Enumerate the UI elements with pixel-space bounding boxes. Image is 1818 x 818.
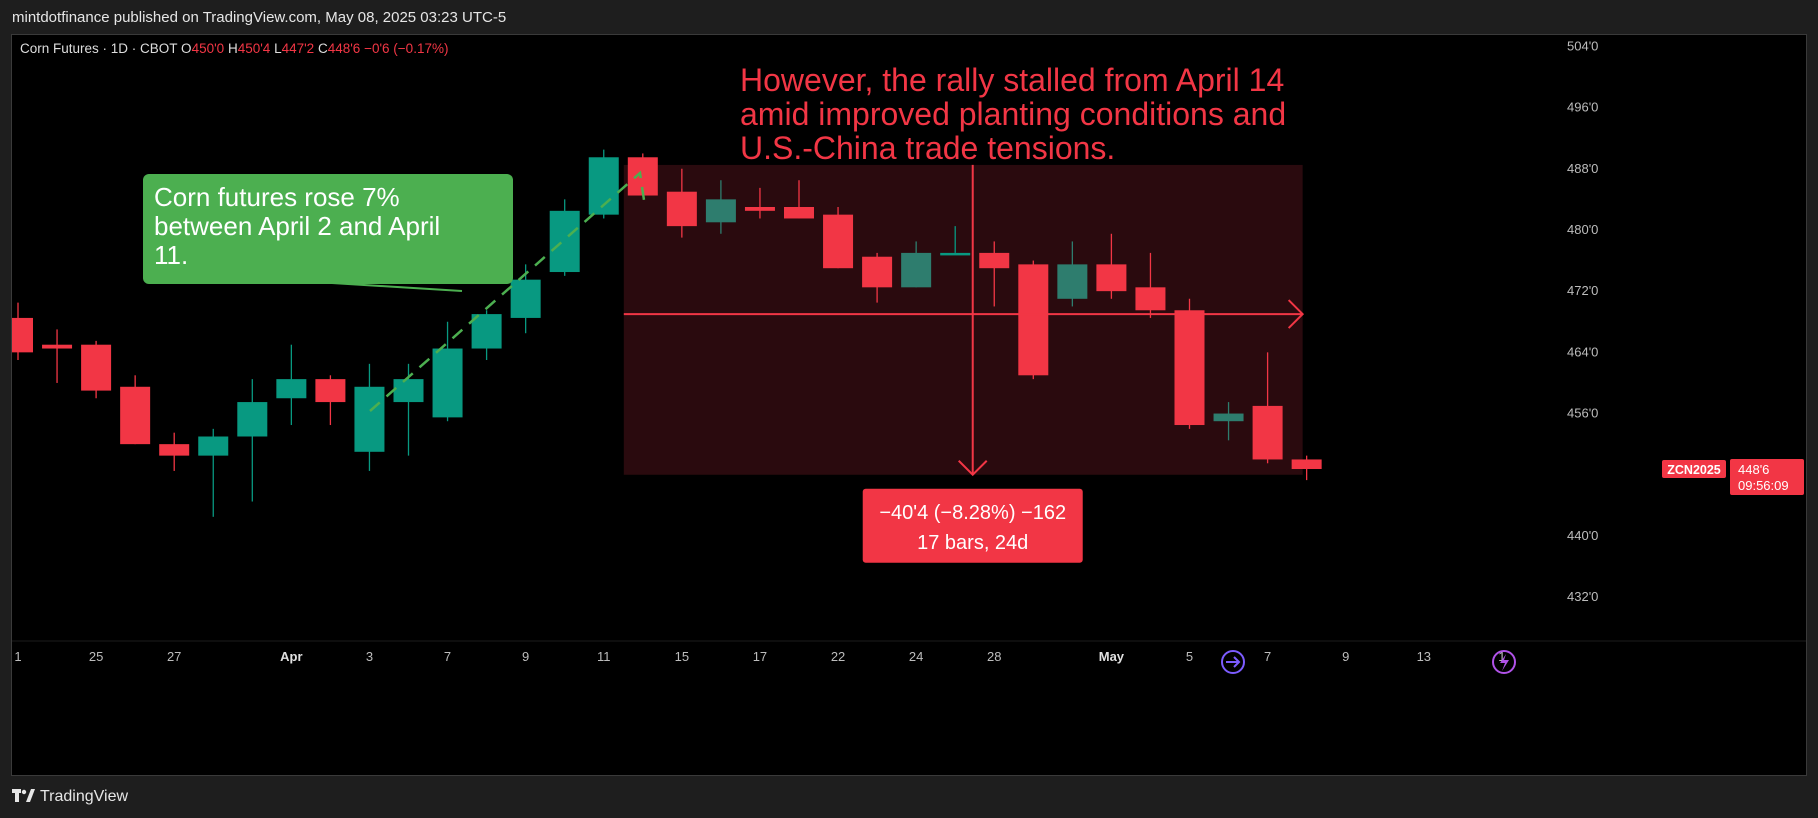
- measure-bars-text: 17 bars, 24d: [917, 532, 1028, 554]
- candle-body: [1213, 413, 1244, 422]
- y-tick-label: 488'0: [1567, 161, 1598, 176]
- countdown: 09:56:09: [1738, 478, 1789, 493]
- x-tick-label: May: [1099, 649, 1125, 664]
- green-note-pointer: [331, 282, 463, 292]
- x-tick-label: 1: [1498, 649, 1505, 664]
- measure-vertical-arrowhead: [958, 460, 988, 477]
- x-tick-label: 9: [522, 649, 529, 664]
- candle-body: [471, 314, 502, 349]
- candle-body: [705, 199, 736, 223]
- x-tick-label: 28: [987, 649, 1001, 664]
- x-tick-label: 7: [444, 649, 451, 664]
- candle-body: [940, 252, 971, 256]
- tradingview-logo-icon: [12, 789, 35, 802]
- x-tick-label: 1: [14, 649, 21, 664]
- y-tick-label: 480'0: [1567, 222, 1598, 237]
- candle-body: [510, 279, 541, 318]
- brand-name: TradingView: [40, 788, 129, 805]
- candle-body: [901, 252, 932, 288]
- candle-body: [1018, 264, 1049, 376]
- candle-body: [276, 379, 307, 399]
- candle-body: [1096, 264, 1127, 292]
- dashed-trend-arrow: [369, 170, 647, 412]
- ohlc-legend: Corn Futures · 1D · CBOT O450'0 H450'4 L…: [20, 41, 448, 56]
- candle-body: [315, 379, 346, 403]
- candle-body: [1291, 459, 1322, 470]
- candle-body: [862, 256, 893, 288]
- x-tick-label: 9: [1342, 649, 1349, 664]
- candle-body: [823, 214, 854, 269]
- candle-body: [432, 348, 463, 418]
- y-tick-label: 440'0: [1567, 528, 1598, 543]
- candle-body: [1174, 310, 1205, 426]
- candle-body: [12, 317, 33, 353]
- green-note-box: [143, 174, 513, 284]
- candle-body: [1057, 264, 1088, 299]
- published-line: mintdotfinance published on TradingView.…: [12, 9, 507, 26]
- candle-body: [744, 207, 775, 211]
- y-tick-label: 496'0: [1567, 100, 1598, 115]
- chart[interactable]: −40'4 (−8.28%) −162 17 bars, 24d Corn futu…: [12, 35, 1806, 775]
- candle-body: [354, 386, 385, 452]
- candle-body: [979, 252, 1010, 269]
- x-tick-label: 17: [753, 649, 767, 664]
- y-tick-label: 472'0: [1567, 283, 1598, 298]
- symbol-tag-box: [1662, 460, 1726, 479]
- last-price: 448'6: [1738, 462, 1769, 477]
- y-tick-label: 432'0: [1567, 589, 1598, 604]
- y-tick-label: 456'0: [1567, 406, 1598, 421]
- x-tick-label: 22: [831, 649, 845, 664]
- candle-body: [159, 444, 190, 456]
- y-tick-label: 464'0: [1567, 344, 1598, 359]
- x-tick-label: 25: [89, 649, 103, 664]
- candle-body: [42, 344, 73, 349]
- x-tick-label: Apr: [280, 649, 302, 664]
- measure-horizontal-arrowhead: [1287, 299, 1305, 329]
- replay-arrow-icon[interactable]: [1221, 650, 1245, 674]
- candle-body: [393, 379, 424, 403]
- candle-body: [1135, 287, 1166, 311]
- candle-body: [237, 402, 268, 437]
- last-price-box: [1730, 459, 1804, 496]
- candle-body: [784, 207, 814, 219]
- x-tick-label: 24: [909, 649, 923, 664]
- published-header: mintdotfinance published on TradingView.…: [0, 0, 1818, 34]
- green-note-text: Corn futures rose 7% between April 2 and …: [154, 182, 440, 270]
- y-tick-label: 504'0: [1567, 38, 1598, 53]
- symbol-tag: ZCN2025: [1667, 463, 1721, 477]
- candle-body: [120, 386, 151, 445]
- x-tick-label: 15: [675, 649, 689, 664]
- red-note-text: However, the rally stalled from April 14…: [740, 62, 1286, 166]
- x-tick-label: 5: [1186, 649, 1193, 664]
- candle-body: [549, 210, 580, 273]
- measure-change-text: −40'4 (−8.28%) −162: [879, 502, 1066, 524]
- x-tick-label: 7: [1264, 649, 1271, 664]
- candle-body: [1252, 405, 1283, 460]
- candle-body: [198, 436, 229, 456]
- x-tick-label: 3: [366, 649, 373, 664]
- x-tick-label: 13: [1417, 649, 1431, 664]
- x-tick-label: 11: [597, 649, 611, 664]
- candle-body: [81, 344, 112, 391]
- candle-body: [666, 191, 697, 227]
- lightning-bolt-icon[interactable]: [1492, 650, 1516, 674]
- x-tick-label: 27: [167, 649, 181, 664]
- chart-frame[interactable]: −40'4 (−8.28%) −162 17 bars, 24d Corn futu…: [11, 34, 1807, 776]
- footer: TradingView: [0, 776, 1818, 818]
- measure-readout-box: [862, 488, 1083, 563]
